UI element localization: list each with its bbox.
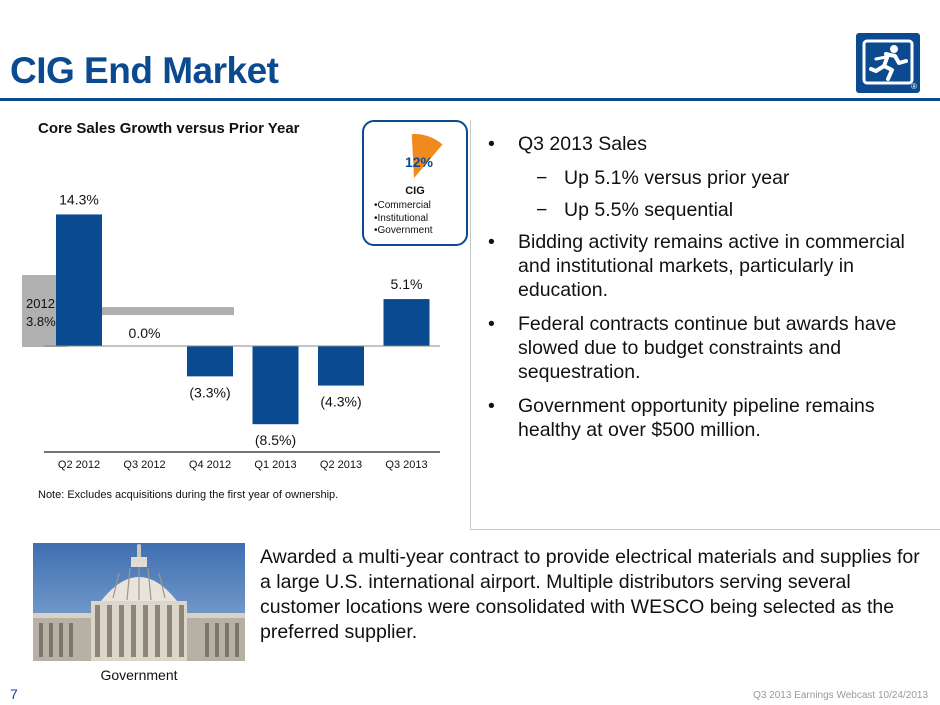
bullet-item: • Bidding activity remains active in comm… (488, 231, 905, 301)
data-label: (3.3%) (189, 384, 230, 400)
x-tick-label: Q3 2012 (123, 459, 165, 471)
bullet-item: • Government opportunity pipeline remains… (488, 395, 875, 441)
cig-segment-item: •Government (374, 225, 433, 236)
cig-share-pie (411, 134, 443, 178)
vertical-divider (470, 120, 471, 530)
bar (56, 214, 102, 346)
bullet-item: • Federal contracts continue but awards h… (488, 313, 897, 383)
x-tick-label: Q4 2012 (189, 459, 231, 471)
cig-segment-item: •Commercial (374, 200, 431, 211)
data-label: (8.5%) (255, 432, 296, 448)
cig-segment-item: •Institutional (374, 212, 429, 224)
reference-value-label: 3.8% (26, 314, 56, 329)
bar (318, 346, 364, 386)
cig-pie-slice (411, 134, 443, 178)
bar (252, 346, 299, 425)
x-tick-label: Q2 2013 (320, 459, 362, 471)
data-label: 0.0% (129, 325, 161, 341)
data-label: 5.1% (391, 276, 423, 292)
chart-note: Note: Excludes acquisitions during the f… (38, 489, 339, 501)
x-tick-label: Q2 2012 (58, 459, 100, 471)
chart-title: Core Sales Growth versus Prior Year (38, 120, 300, 137)
bar (383, 299, 430, 346)
x-tick-label: Q1 2013 (254, 459, 296, 471)
bar (187, 346, 233, 377)
cig-segment-list: •Commercial •Institutional •Government (374, 200, 433, 238)
horizontal-divider (470, 529, 940, 530)
sub-bullet-item: − Up 5.5% sequential (536, 199, 734, 221)
data-label: (4.3%) (320, 394, 361, 410)
reference-line (96, 307, 234, 316)
photo-caption: Government (100, 667, 178, 683)
footer-text: Q3 2013 Earnings Webcast 10/24/2013 (753, 690, 928, 701)
core-sales-growth-chart: 2012 3.8% 14.3% 0.0% (3.3%) (8.5%) (4.3%) 5.1%… (22, 191, 440, 471)
title-rule (0, 98, 940, 101)
capitol-photo (33, 543, 245, 661)
sub-bullet-item: − Up 5.1% versus prior year (536, 167, 790, 189)
runner-icon (862, 39, 914, 85)
cig-percent: 12% (404, 154, 434, 170)
bullet-item: • Q3 2013 Sales (488, 133, 648, 155)
page-number: 7 (10, 686, 18, 702)
cig-name: CIG (405, 185, 425, 197)
bullet-list: • Q3 2013 Sales − Up 5.1% versus prior yea… (488, 132, 928, 452)
x-tick-label: Q3 2013 (385, 459, 427, 471)
company-logo: ® (856, 33, 920, 93)
registered-mark-icon: ® (911, 82, 917, 91)
data-label: 14.3% (59, 191, 99, 207)
award-text: Awarded a multi-year contract to provide… (260, 546, 920, 643)
page-title: CIG End Market (10, 50, 279, 91)
reference-year-label: 2012 (26, 296, 55, 311)
cig-share-box: 12% CIG •Commercial •Institutional •Gove… (362, 120, 468, 246)
